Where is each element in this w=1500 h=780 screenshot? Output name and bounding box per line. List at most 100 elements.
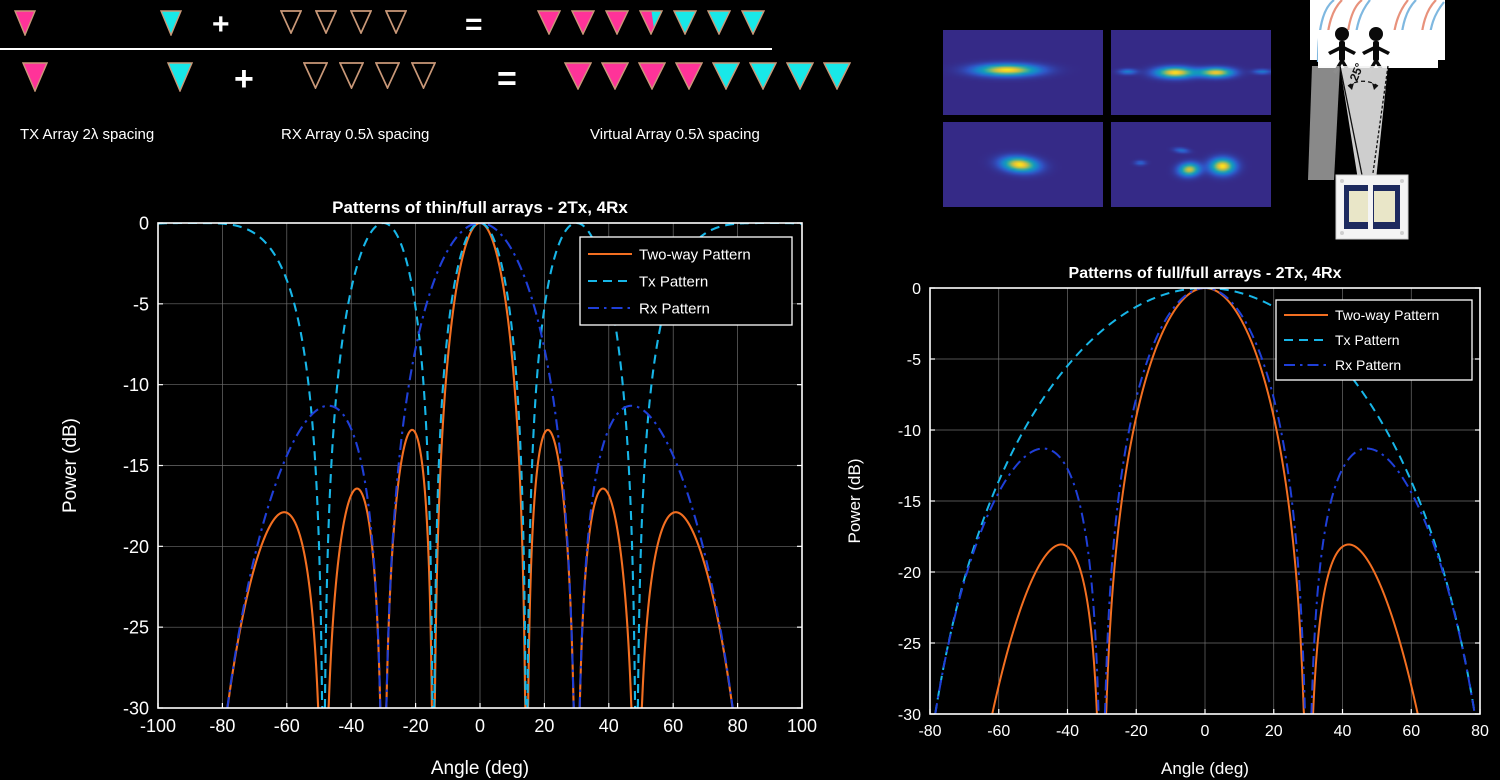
row-divider — [0, 48, 772, 50]
series-path — [991, 543, 1098, 714]
series-path — [433, 223, 527, 708]
y-tick-label: -10 — [123, 375, 149, 395]
y-tick-label: -15 — [898, 494, 921, 511]
x-tick-label: -80 — [918, 723, 941, 740]
chart-title: Patterns of full/full arrays - 2Tx, 4Rx — [1069, 265, 1342, 282]
y-axis-label: Power (dB) — [60, 418, 81, 513]
radar-scenario-diagram: 25° — [1300, 0, 1455, 245]
virtual-element-5 — [711, 62, 741, 91]
rx-element-3 — [374, 62, 401, 91]
virtual-array-label: Virtual Array 0.5λ spacing — [590, 126, 760, 143]
legend-label-1: Two-way Pattern — [639, 246, 751, 263]
y-tick-label: -25 — [898, 636, 921, 653]
series-path — [934, 447, 1100, 714]
full-full-array-pattern-chart: Patterns of full/full arrays - 2Tx, 4Rx -… — [830, 255, 1500, 780]
virtual-element-8 — [822, 62, 852, 91]
y-tick-label: -15 — [123, 456, 149, 476]
tx-element-1 — [13, 10, 37, 37]
y-tick-label: -20 — [898, 565, 921, 582]
y-tick-label: -30 — [123, 698, 149, 718]
plus-symbol: + — [234, 60, 254, 98]
x-tick-label: -60 — [987, 723, 1010, 740]
virtual-element-2 — [600, 62, 630, 91]
x-tick-label: 40 — [599, 716, 619, 736]
virtual-element-1 — [563, 62, 593, 91]
x-tick-label: 80 — [728, 716, 748, 736]
rx-element-4 — [410, 62, 437, 91]
rx-element-4 — [384, 10, 408, 36]
chart-legend: Two-way Pattern Tx Pattern Rx Pattern — [1275, 299, 1473, 381]
series-path — [385, 428, 434, 708]
tx-element-2 — [159, 10, 183, 37]
y-axis-label: Power (dB) — [845, 458, 864, 543]
y-tick-label: -20 — [123, 537, 149, 557]
virtual-element-4 — [674, 62, 704, 91]
x-tick-label: -20 — [1125, 723, 1148, 740]
series-path — [1310, 447, 1476, 714]
series-path — [433, 223, 527, 708]
rx-array-label: RX Array 0.5λ spacing — [281, 126, 430, 143]
chart-title: Patterns of thin/full arrays - 2Tx, 4Rx — [332, 198, 628, 217]
y-tick-label: 0 — [912, 281, 921, 298]
rx-element-2 — [314, 10, 338, 36]
series-path — [1312, 543, 1419, 714]
x-tick-label: 60 — [1402, 723, 1420, 740]
x-tick-label: -40 — [1056, 723, 1079, 740]
x-axis-label: Angle (deg) — [1161, 759, 1249, 778]
x-tick-label: -60 — [274, 716, 300, 736]
virtual-element-7 — [740, 10, 766, 36]
virtual-element-7 — [785, 62, 815, 91]
x-tick-label: -80 — [209, 716, 235, 736]
x-tick-label: 20 — [1265, 723, 1283, 740]
virtual-element-6 — [748, 62, 778, 91]
rx-element-3 — [349, 10, 373, 36]
tx-array-label: TX Array 2λ spacing — [20, 126, 155, 143]
series-path — [1105, 288, 1305, 714]
equals-symbol: = — [497, 60, 517, 98]
series-path — [640, 511, 734, 708]
x-tick-label: 20 — [534, 716, 554, 736]
series-path — [385, 223, 575, 708]
series-path — [226, 511, 320, 708]
rx-element-1 — [302, 62, 329, 91]
tx-element-1 — [21, 62, 49, 93]
virtual-array-diagram: + = + = TX Array 2λ spacing RX Array 0.5λ … — [0, 0, 880, 160]
x-tick-label: 0 — [475, 716, 485, 736]
y-tick-label: -30 — [898, 707, 921, 724]
y-tick-label: -5 — [133, 294, 149, 314]
y-tick-label: -10 — [898, 423, 921, 440]
heatmap-panel-4 — [1111, 122, 1271, 207]
heatmap-panel-3 — [943, 122, 1103, 207]
x-tick-label: 100 — [787, 716, 817, 736]
x-tick-label: 0 — [1201, 723, 1210, 740]
angle-label: 25° — [1347, 61, 1367, 83]
full-array-row: + = — [0, 62, 880, 112]
tx-element-2 — [166, 62, 194, 93]
virtual-element-6 — [706, 10, 732, 36]
x-tick-label: 60 — [663, 716, 683, 736]
legend-label-1: Two-way Pattern — [1335, 307, 1439, 323]
series-path — [226, 404, 382, 708]
heatmap-panel-1 — [943, 30, 1103, 115]
virtual-element-2 — [570, 10, 596, 36]
y-tick-label: -5 — [907, 352, 921, 369]
virtual-element-1 — [536, 10, 562, 36]
range-angle-heatmap-grid — [943, 30, 1271, 207]
legend-label-3: Rx Pattern — [639, 300, 710, 317]
x-tick-label: -20 — [403, 716, 429, 736]
thin-full-array-pattern-chart: Patterns of thin/full arrays - 2Tx, 4Rx -… — [40, 190, 840, 780]
virtual-element-4 — [638, 10, 664, 36]
x-tick-label: 40 — [1334, 723, 1352, 740]
legend-label-2: Tx Pattern — [639, 273, 708, 290]
chart-legend: Two-way Pattern Tx Pattern Rx Pattern — [579, 236, 793, 326]
virtual-element-3 — [604, 10, 630, 36]
legend-label-3: Rx Pattern — [1335, 357, 1401, 373]
radar-sensor-board — [1335, 174, 1409, 240]
series-path — [578, 404, 734, 708]
legend-label-2: Tx Pattern — [1335, 332, 1400, 348]
thinned-array-row: + = — [0, 10, 880, 60]
series-path — [526, 223, 637, 708]
x-tick-label: -100 — [140, 716, 176, 736]
rx-element-1 — [279, 10, 303, 36]
y-tick-label: -25 — [123, 618, 149, 638]
